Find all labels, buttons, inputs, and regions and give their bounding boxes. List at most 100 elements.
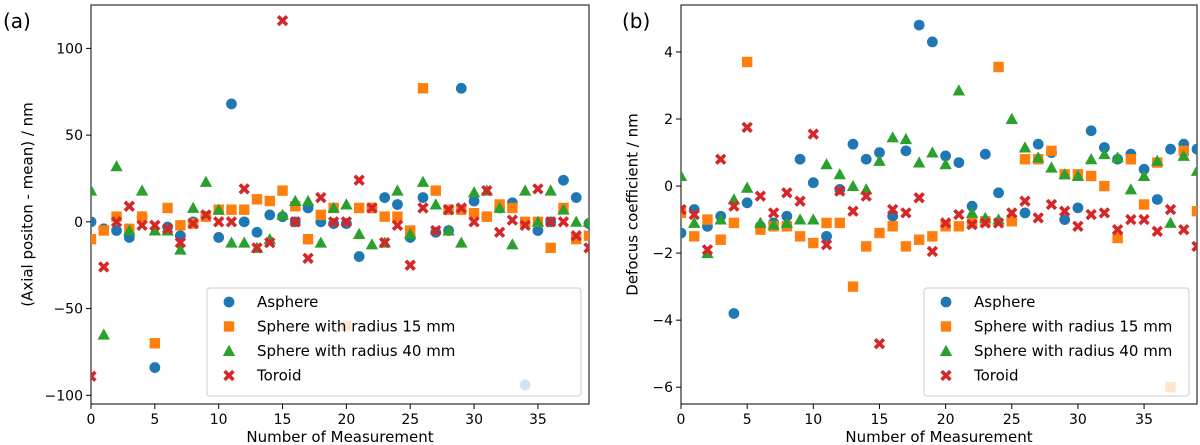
data-point	[926, 36, 938, 48]
data-point	[417, 83, 429, 94]
data-point	[353, 174, 365, 186]
legend-label: Toroid	[256, 367, 302, 385]
plot-frame	[90, 4, 590, 405]
data-point	[417, 192, 429, 203]
data-point	[1019, 195, 1031, 207]
data-point	[926, 245, 939, 258]
data-point	[571, 233, 582, 245]
data-point	[1019, 207, 1031, 219]
data-point	[767, 207, 780, 219]
data-point	[467, 186, 481, 198]
data-point	[493, 201, 506, 213]
legend-marker	[940, 369, 952, 382]
data-point	[940, 150, 952, 162]
data-point	[899, 132, 913, 145]
data-point	[781, 187, 793, 199]
data-point	[187, 217, 199, 230]
data-point	[570, 230, 582, 242]
data-point	[821, 217, 832, 229]
data-point	[886, 131, 899, 143]
data-point	[379, 211, 390, 222]
x-tick-label: 25	[1003, 412, 1021, 428]
y-tick-label: 4	[664, 45, 673, 61]
data-point	[379, 192, 391, 203]
data-point	[689, 231, 700, 242]
data-point	[860, 190, 872, 202]
x-axis-label: Number of Measurement	[845, 428, 1032, 445]
x-tick-label: 20	[337, 412, 355, 428]
data-point	[161, 223, 174, 235]
data-point	[518, 184, 532, 196]
data-point	[238, 183, 250, 195]
data-point	[1072, 220, 1084, 232]
data-point	[979, 148, 991, 160]
x-tick-label: 0	[87, 412, 96, 428]
legend-box	[923, 287, 1190, 397]
data-point	[225, 236, 238, 248]
data-point	[1151, 225, 1163, 237]
data-point	[887, 221, 898, 232]
data-point	[135, 184, 149, 196]
data-point	[834, 217, 845, 229]
data-point	[927, 231, 938, 242]
data-point	[264, 195, 275, 207]
legend-label: Toroid	[973, 367, 1019, 385]
data-point	[91, 233, 97, 245]
data-point	[681, 203, 687, 216]
data-point	[1125, 213, 1137, 226]
data-point	[148, 224, 162, 236]
data-point	[352, 227, 366, 239]
data-point	[149, 338, 161, 349]
data-point	[913, 192, 925, 204]
data-point	[847, 138, 859, 150]
data-point	[952, 84, 966, 96]
data-point	[532, 225, 544, 236]
data-point	[702, 214, 713, 225]
data-point	[1191, 206, 1197, 217]
panel-a: 0 5 10 15 20 25 30 35 −100 −50 0 50 100 Number of Mea…	[3, 4, 590, 445]
data-point	[225, 216, 238, 228]
data-point	[327, 216, 340, 228]
data-point	[1138, 199, 1150, 210]
series-toroid	[91, 14, 589, 382]
y-tick-label: 2	[664, 112, 673, 128]
data-point	[1098, 142, 1110, 153]
data-point	[965, 206, 979, 218]
data-point	[1032, 138, 1044, 150]
x-tick-label: 5	[150, 412, 159, 428]
data-point	[900, 207, 912, 219]
data-point	[404, 259, 416, 271]
data-point	[493, 226, 506, 238]
data-point	[1032, 151, 1045, 163]
data-point	[391, 184, 404, 196]
legend-label: Sphere with radius 15 mm	[257, 318, 455, 336]
data-point	[199, 175, 213, 187]
data-point	[1032, 212, 1044, 224]
legend-label: Asphere	[974, 293, 1035, 311]
data-point	[290, 201, 301, 212]
data-point	[979, 217, 991, 229]
data-point	[728, 217, 740, 229]
data-point	[688, 208, 700, 221]
y-tick-label: −6	[652, 380, 673, 396]
data-point	[767, 218, 780, 230]
y-tick-label: −2	[652, 246, 673, 262]
data-point	[430, 224, 442, 237]
data-point	[238, 236, 251, 248]
data-point	[174, 243, 187, 255]
data-point	[519, 219, 531, 231]
data-point	[123, 224, 136, 236]
data-point	[1125, 154, 1137, 165]
data-point	[887, 203, 899, 216]
y-axis-label: (Axial positon - mean) / nm	[19, 102, 37, 307]
data-point	[1099, 180, 1110, 192]
data-point	[1046, 145, 1057, 157]
legend: Asphere Sphere with radius 15 mm Sphere wi…	[923, 287, 1190, 397]
data-point	[429, 198, 442, 210]
data-point	[417, 202, 429, 214]
data-point	[1137, 169, 1151, 181]
data-point	[392, 211, 403, 222]
x-tick-label: 10	[804, 412, 822, 428]
data-point	[481, 211, 493, 222]
